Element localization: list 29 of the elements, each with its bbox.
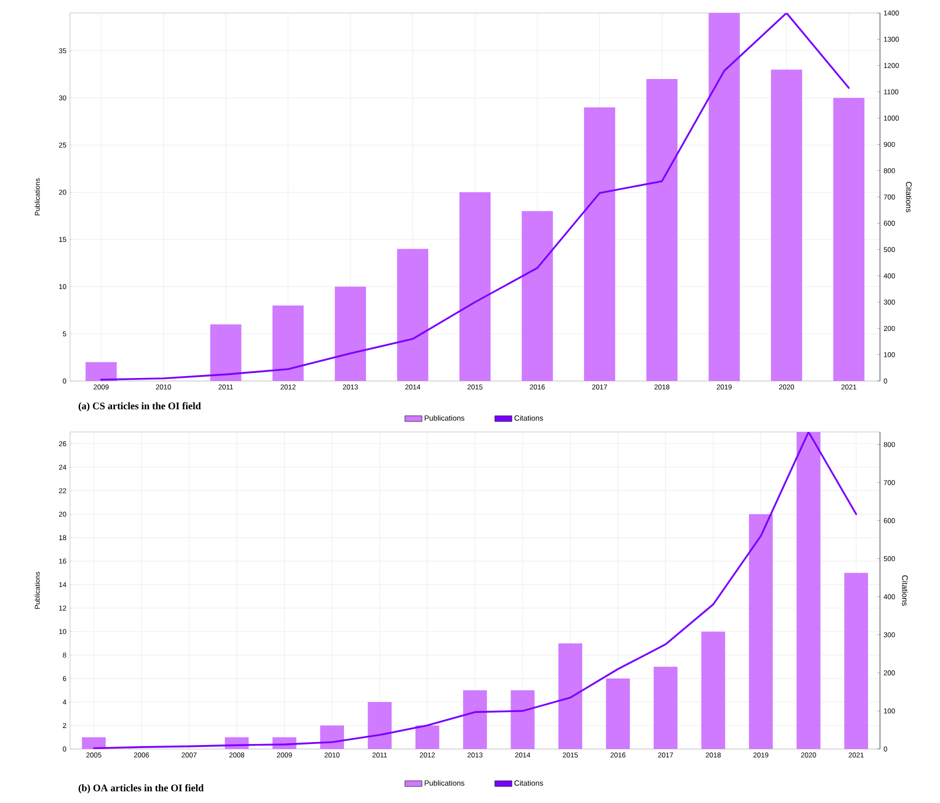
bar — [796, 432, 820, 749]
y2-axis-title: Citations — [902, 575, 908, 606]
bar — [708, 12, 740, 381]
y2-axis-title: Citations — [906, 182, 912, 212]
bar — [833, 98, 864, 381]
text: (b) OA articles in the OI field — [78, 784, 204, 794]
bar — [558, 643, 582, 749]
bar — [82, 737, 106, 749]
bar — [415, 726, 440, 749]
bar — [646, 79, 678, 381]
bar — [463, 690, 487, 749]
bar — [320, 726, 344, 749]
bar — [210, 324, 242, 381]
bar — [844, 572, 868, 749]
bar — [86, 362, 117, 381]
bar — [272, 306, 304, 381]
bar — [510, 690, 535, 749]
bar — [397, 248, 428, 381]
text: (a) CS articles in the OI field — [78, 402, 201, 412]
bar — [334, 286, 366, 381]
bar — [748, 514, 773, 749]
bar — [654, 666, 678, 749]
bar — [701, 632, 726, 749]
bar — [368, 702, 392, 749]
bar — [584, 107, 616, 381]
bar — [522, 211, 553, 381]
bar — [770, 70, 802, 381]
bar — [606, 678, 630, 749]
bar — [459, 192, 491, 381]
